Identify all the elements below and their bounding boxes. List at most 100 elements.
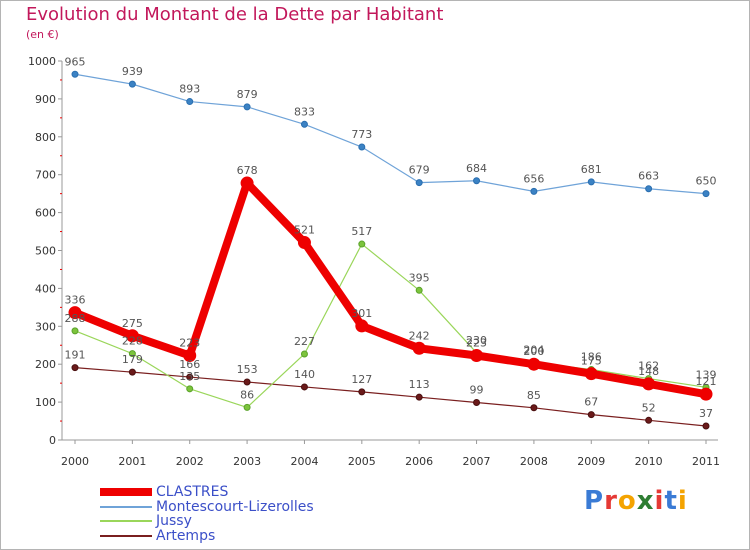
data-point: [642, 377, 656, 391]
data-point: [300, 383, 308, 391]
logo-letter: t: [664, 486, 678, 516]
data-point: [412, 341, 426, 355]
data-label: 939: [122, 65, 143, 78]
data-label: 684: [466, 162, 487, 175]
data-label: 140: [294, 368, 315, 381]
legend-label: Artemps: [156, 527, 216, 544]
data-point: [530, 187, 538, 195]
data-point: [587, 178, 595, 186]
series-line: [71, 179, 710, 399]
data-label: 52: [642, 401, 656, 414]
data-label: 223: [466, 336, 487, 349]
data-point: [415, 286, 423, 294]
data-point: [358, 143, 366, 151]
x-tick-label: 2008: [520, 455, 548, 468]
data-point: [71, 70, 79, 78]
data-label: 204: [523, 344, 544, 357]
data-label: 135: [179, 370, 200, 383]
data-point: [584, 367, 598, 381]
data-label: 678: [237, 164, 258, 177]
data-point: [699, 387, 713, 401]
data-label: 679: [409, 164, 430, 177]
data-label: 200: [523, 345, 544, 358]
data-label: 275: [122, 317, 143, 330]
data-point: [125, 329, 139, 343]
data-point: [71, 327, 79, 335]
logo-letter: r: [604, 486, 618, 516]
data-point: [186, 98, 194, 106]
data-label: 395: [409, 271, 430, 284]
data-label: 833: [294, 105, 315, 118]
y-tick-label: 900: [35, 93, 56, 106]
data-label: 166: [179, 358, 200, 371]
data-point: [358, 388, 366, 396]
data-point: [415, 393, 423, 401]
x-tick-label: 2005: [348, 455, 376, 468]
data-label: 121: [696, 375, 717, 388]
data-label: 288: [65, 312, 86, 325]
x-tick-label: 2004: [290, 455, 318, 468]
chart-title: Evolution du Montant de la Dette par Hab…: [26, 4, 444, 25]
series-clastres: [68, 176, 713, 401]
data-label: 153: [237, 363, 258, 376]
data-point: [470, 348, 484, 362]
data-label: 191: [65, 349, 86, 362]
logo-letter: i: [654, 486, 665, 516]
x-tick-label: 2001: [118, 455, 146, 468]
x-tick-label: 2010: [635, 455, 663, 468]
series-line: [74, 367, 707, 427]
data-point: [186, 373, 194, 381]
legend-swatch: [100, 534, 152, 537]
data-label: 162: [638, 360, 659, 373]
data-label: 681: [581, 163, 602, 176]
data-label: 773: [351, 128, 372, 141]
x-tick-label: 2000: [61, 455, 89, 468]
data-label: 517: [351, 225, 372, 238]
data-label: 521: [294, 224, 315, 237]
data-point: [300, 350, 308, 358]
data-label: 879: [237, 88, 258, 101]
data-label: 67: [584, 396, 598, 409]
data-point: [243, 378, 251, 386]
data-label: 186: [581, 351, 602, 364]
y-tick-label: 700: [35, 169, 56, 182]
data-label: 227: [294, 335, 315, 348]
data-label: 86: [240, 388, 254, 401]
proxiti-logo: Proxiti: [584, 486, 688, 516]
data-point: [358, 240, 366, 248]
data-label: 148: [638, 365, 659, 378]
y-tick-label: 100: [35, 396, 56, 409]
chart-subtitle: (en €): [26, 28, 59, 41]
data-point: [527, 357, 541, 371]
series-artemps: [71, 364, 710, 430]
data-point: [355, 319, 369, 333]
data-point: [128, 368, 136, 376]
data-label: 230: [466, 334, 487, 347]
data-point: [128, 80, 136, 88]
y-tick-label: 1000: [28, 55, 56, 68]
x-tick-label: 2011: [692, 455, 720, 468]
series-layer: [68, 70, 713, 430]
data-label: 127: [351, 373, 372, 386]
data-label: 301: [351, 307, 372, 320]
data-point: [473, 398, 481, 406]
y-tick-label: 800: [35, 131, 56, 144]
data-label: 179: [122, 353, 143, 366]
data-point: [71, 364, 79, 372]
data-label: 85: [527, 389, 541, 402]
legend-swatch: [100, 488, 152, 496]
x-tick-label: 2003: [233, 455, 261, 468]
logo-letter: i: [677, 486, 688, 516]
data-label: 37: [699, 407, 713, 420]
legend-swatch: [100, 505, 152, 508]
logo-letter: P: [584, 486, 605, 516]
y-tick-label: 200: [35, 358, 56, 371]
legend-swatch: [100, 520, 152, 522]
data-point: [297, 236, 311, 250]
data-point: [530, 404, 538, 412]
data-point: [415, 179, 423, 187]
y-tick-label: 600: [35, 207, 56, 220]
data-labels-layer: 965 939 893 879 833 773 679 684 656 681 663 650 191 1…: [65, 55, 717, 420]
